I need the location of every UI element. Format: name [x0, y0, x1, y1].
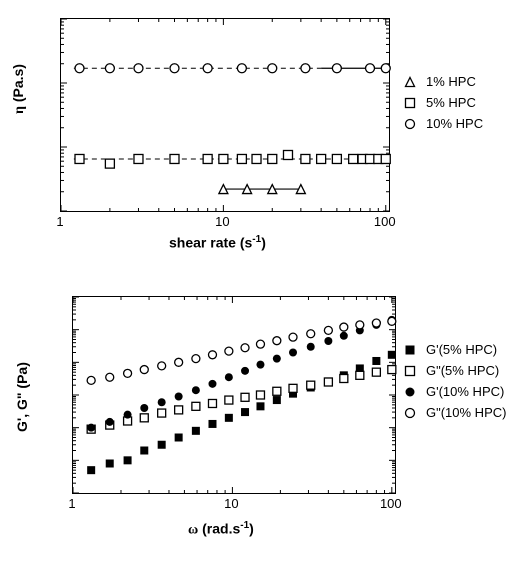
- legend-label: 10% HPC: [426, 116, 483, 131]
- legend-marker-icon: [404, 407, 420, 419]
- legend-item: 10% HPC: [404, 116, 483, 131]
- x-axis-label: ω (rad.s-1): [188, 520, 254, 539]
- xlabel-tail: (rad.s: [198, 521, 240, 537]
- plot-area: [72, 296, 396, 494]
- legend-item: G"(10% HPC): [404, 405, 506, 420]
- legend-label: 1% HPC: [426, 74, 476, 89]
- legend-marker-icon: [404, 344, 420, 356]
- x-tick-label: 10: [207, 214, 237, 229]
- y-axis-label: G', G" (Pa): [14, 362, 30, 432]
- legend-marker-icon: [404, 386, 420, 398]
- xlabel-sup: -1: [252, 234, 261, 245]
- legend-marker-icon: [404, 365, 420, 377]
- ylabel-sym: η: [12, 106, 27, 114]
- xlabel-sym: ω: [188, 523, 198, 538]
- legend-item: 1% HPC: [404, 74, 483, 89]
- y-axis-label: η (Pa.s): [10, 64, 28, 114]
- legend: G'(5% HPC) G"(5% HPC) G'(10% HPC) G"(10% HP…: [404, 342, 506, 426]
- legend-item: G'(5% HPC): [404, 342, 506, 357]
- xlabel-sup: -1: [240, 520, 249, 531]
- legend-label: G"(10% HPC): [426, 405, 506, 420]
- x-tick-label: 10: [216, 496, 246, 511]
- legend: 1% HPC 5% HPC 10% HPC: [404, 74, 483, 137]
- legend-label: G"(5% HPC): [426, 363, 499, 378]
- legend-label: 5% HPC: [426, 95, 476, 110]
- page: 1101000,0010,010,11shear rate (s-1)η (Pa…: [0, 0, 522, 564]
- legend-item: G"(5% HPC): [404, 363, 506, 378]
- legend-label: G'(5% HPC): [426, 342, 497, 357]
- legend-item: G'(10% HPC): [404, 384, 506, 399]
- legend-item: 5% HPC: [404, 95, 483, 110]
- x-tick-label: 100: [370, 214, 400, 229]
- legend-marker-icon: [404, 97, 420, 109]
- x-tick-label: 100: [376, 496, 406, 511]
- x-tick-label: 1: [45, 214, 75, 229]
- xlabel-tail: ): [261, 235, 266, 251]
- ylabel-tail: (Pa.s): [10, 64, 26, 106]
- xlabel-tail2: ): [249, 521, 254, 537]
- plot-area: [60, 18, 390, 212]
- legend-label: G'(10% HPC): [426, 384, 504, 399]
- xlabel-text: shear rate (s: [169, 235, 252, 251]
- x-tick-label: 1: [57, 496, 87, 511]
- x-axis-label: shear rate (s-1): [169, 234, 266, 251]
- legend-marker-icon: [404, 76, 420, 88]
- legend-marker-icon: [404, 118, 420, 130]
